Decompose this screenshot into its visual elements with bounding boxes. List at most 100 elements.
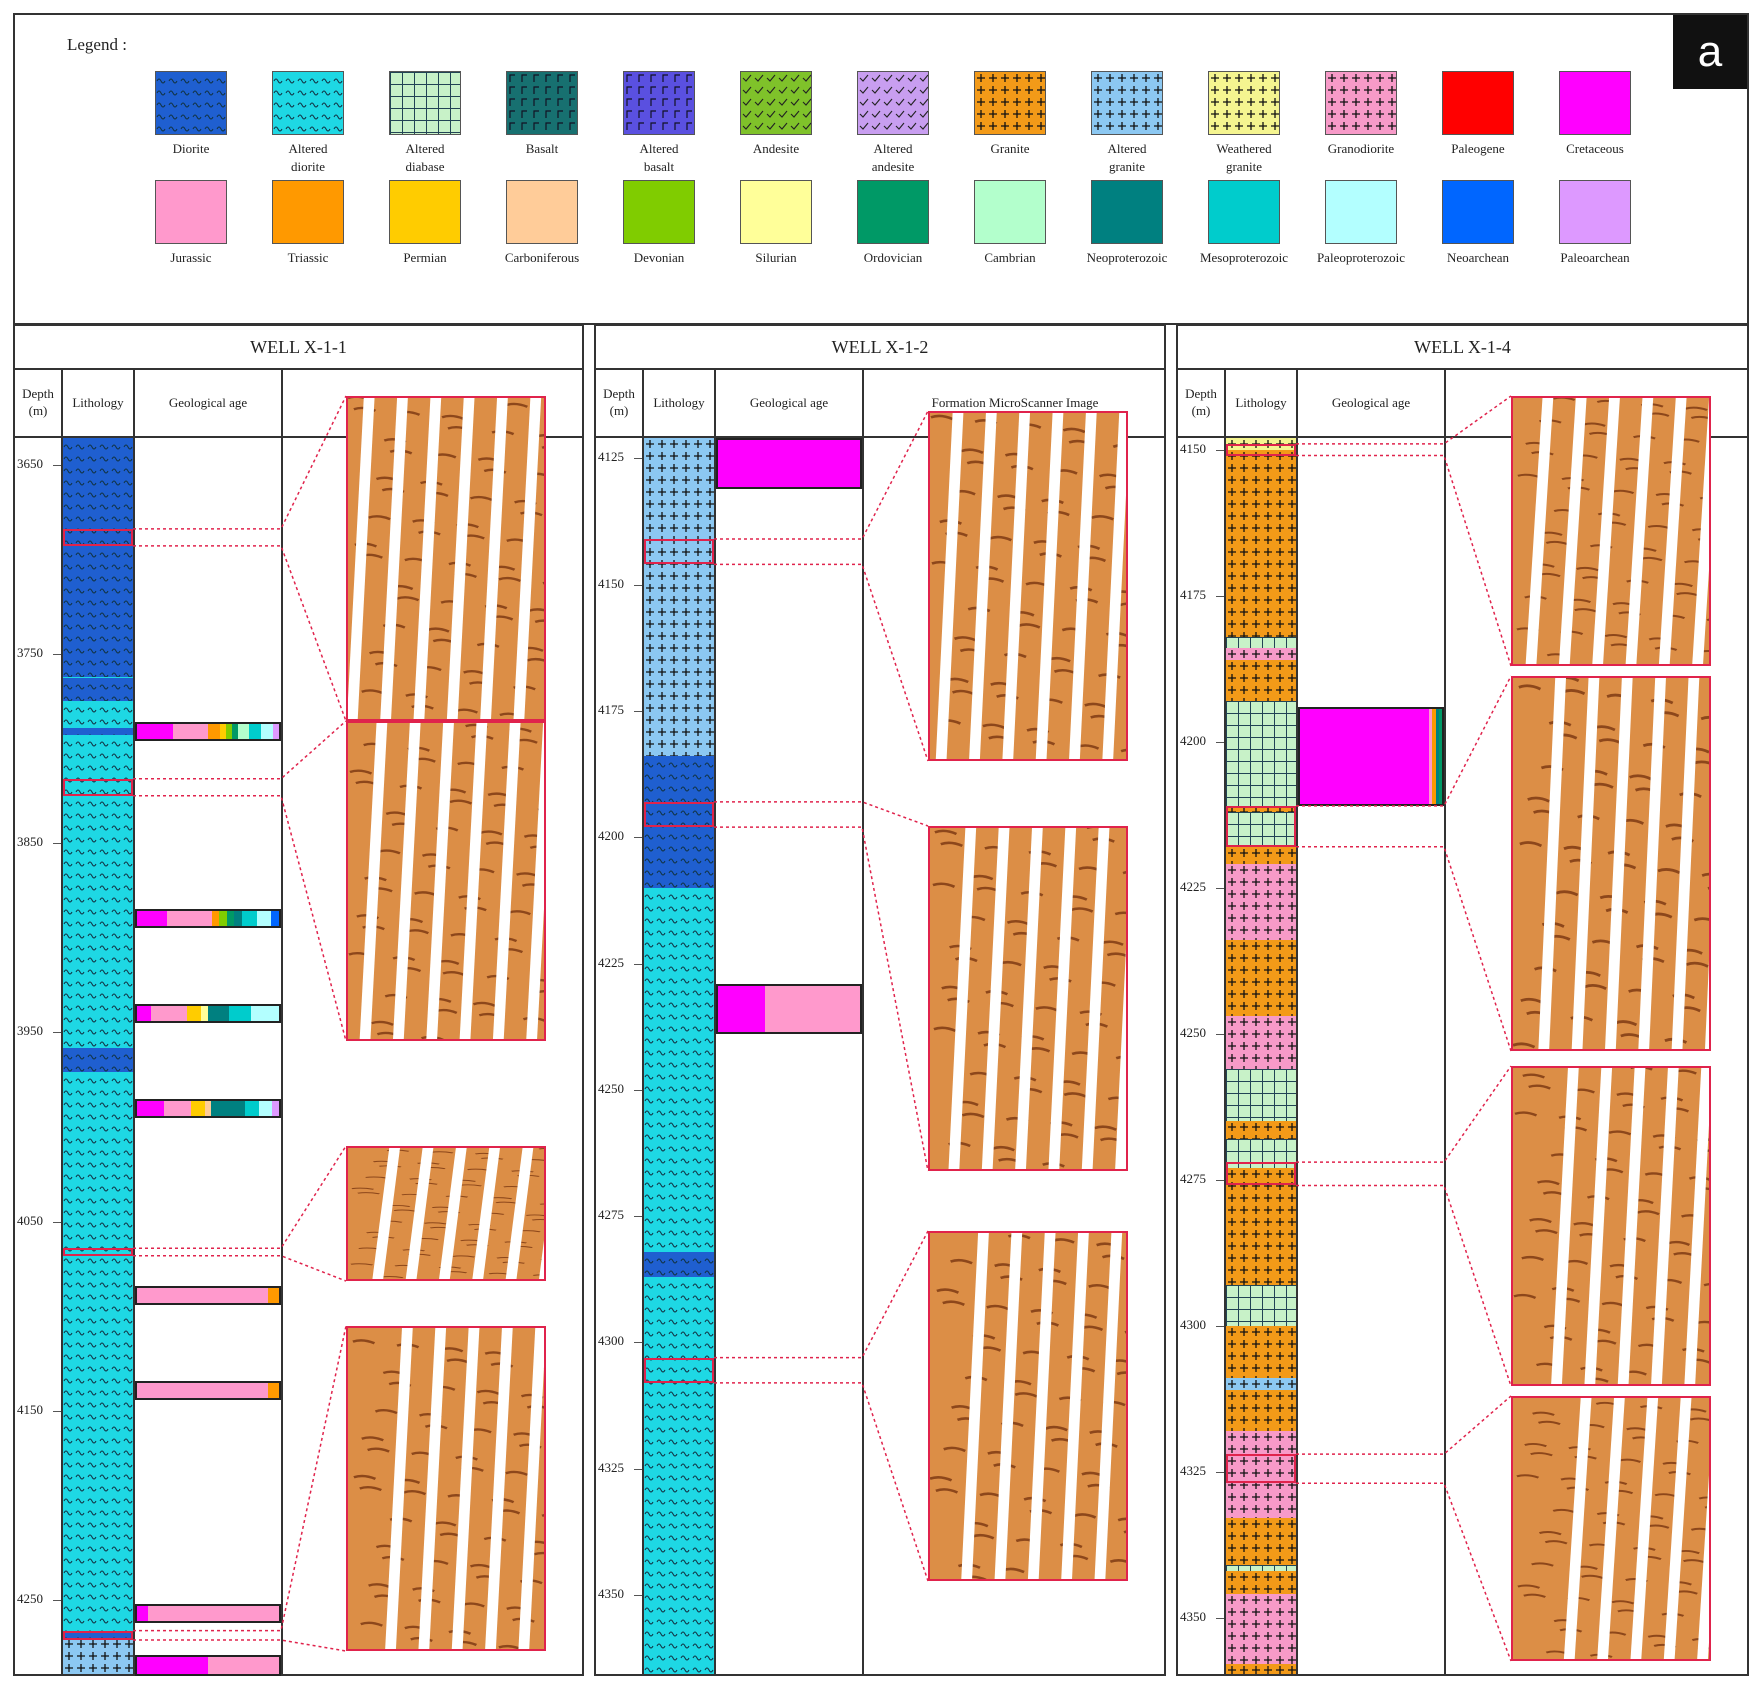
legend-item: Devonian	[601, 180, 717, 267]
age-segment	[191, 1100, 205, 1116]
legend-label: Permian	[403, 250, 447, 265]
legend-swatch	[506, 180, 578, 244]
age-segment	[226, 911, 235, 927]
age-segment	[1438, 708, 1442, 804]
fmi-image	[1511, 1396, 1711, 1661]
age-segment	[229, 1005, 251, 1021]
age-segment	[151, 1005, 187, 1021]
legend-swatch	[1559, 180, 1631, 244]
interval-highlight	[1226, 443, 1296, 456]
depth-tick-label: 4350	[1180, 1608, 1206, 1624]
legend-swatch	[1208, 180, 1280, 244]
well-panel: WELL X-1-1 Depth (m) Lithology Geological a…	[13, 324, 584, 1676]
depth-tick	[1216, 887, 1224, 889]
age-segment	[207, 1005, 230, 1021]
depth-tick-label: 4350	[598, 1586, 624, 1602]
legend-label: Altered granite	[1107, 141, 1147, 174]
lithology-segment	[644, 1251, 714, 1277]
interval-highlight	[63, 1630, 133, 1641]
legend-label: Silurian	[755, 250, 797, 265]
lithology-segment	[1226, 659, 1296, 701]
age-bar	[135, 1380, 281, 1400]
age-bar	[135, 1098, 281, 1118]
fmi-image	[928, 411, 1128, 761]
age-bar	[135, 721, 281, 741]
legend-panel: Legend : a Diorite Altered diorite Altered…	[13, 13, 1749, 325]
depth-tick	[634, 458, 642, 460]
lithology-segment	[644, 1276, 714, 1674]
lithology-segment	[1226, 1016, 1296, 1069]
well-title: WELL X-1-4	[1178, 326, 1747, 370]
legend-swatch	[740, 180, 812, 244]
fmi-image	[1511, 676, 1711, 1051]
depth-tick	[634, 584, 642, 586]
depth-tick-label: 4300	[598, 1333, 624, 1349]
depth-tick	[53, 1410, 61, 1412]
age-segment	[186, 1005, 201, 1021]
lithology-segment	[63, 438, 133, 677]
depth-tick	[53, 1221, 61, 1223]
age-header: Geological age	[716, 368, 864, 438]
legend-item: Cambrian	[952, 180, 1068, 267]
age-segment	[245, 1100, 259, 1116]
legend-item: Neoproterozoic	[1069, 180, 1185, 267]
age-segment	[211, 1100, 246, 1116]
legend-item: Ordovician	[835, 180, 951, 267]
column-divider	[133, 438, 135, 1674]
legend-swatch	[1559, 71, 1631, 135]
lithology-segment	[1226, 1167, 1296, 1285]
legend-swatch	[623, 71, 695, 135]
age-bar	[135, 1655, 281, 1676]
age-segment	[718, 985, 766, 1033]
lithology-segment	[1226, 1378, 1296, 1390]
lithology-segment	[1226, 1570, 1296, 1595]
lithology-segment	[1226, 1518, 1296, 1566]
fmi-image	[928, 1231, 1128, 1581]
legend-item: Paleoarchean	[1537, 180, 1653, 267]
lithology-segment	[1226, 1121, 1296, 1139]
fmi-image	[346, 721, 546, 1041]
lithology-segment	[1226, 1565, 1296, 1571]
depth-tick-label: 4250	[598, 1080, 624, 1096]
age-segment	[256, 911, 272, 927]
age-segment	[208, 723, 220, 739]
depth-tick-label: 4325	[1180, 1462, 1206, 1478]
legend-swatch	[272, 71, 344, 135]
interval-highlight	[63, 1248, 133, 1256]
lithology-segment	[1226, 846, 1296, 865]
depth-tick	[53, 1600, 61, 1602]
lithology-segment	[63, 727, 133, 736]
column-divider	[1296, 438, 1298, 1674]
depth-header: Depth (m)	[1178, 368, 1226, 438]
lithology-segment	[1226, 1664, 1296, 1674]
age-header: Geological age	[1298, 368, 1446, 438]
lithology-segment	[1226, 805, 1296, 812]
legend-item: Altered andesite	[835, 71, 951, 176]
depth-tick-label: 4275	[598, 1207, 624, 1223]
legend-label: Altered basalt	[639, 141, 679, 174]
panel-label: a	[1673, 15, 1747, 89]
legend-item: Granodiorite	[1303, 71, 1419, 158]
lithology-segment	[1226, 648, 1296, 660]
age-segment	[137, 1005, 152, 1021]
legend-label: Triassic	[287, 250, 329, 265]
legend-label: Mesoproterozoic	[1199, 250, 1289, 265]
legend-swatch	[506, 71, 578, 135]
age-segment	[204, 1100, 212, 1116]
age-segment	[200, 1005, 208, 1021]
depth-tick-label: 4225	[1180, 878, 1206, 894]
age-segment	[237, 723, 250, 739]
legend-item: Altered diorite	[250, 71, 366, 176]
age-segment	[147, 1606, 279, 1621]
age-segment	[172, 723, 208, 739]
lithology-segment	[1226, 1068, 1296, 1122]
age-segment	[268, 1382, 279, 1398]
depth-tick-label: 4150	[598, 575, 624, 591]
depth-tick	[1216, 1471, 1224, 1473]
depth-tick	[634, 1216, 642, 1218]
age-segment	[137, 1100, 165, 1116]
depth-tick	[1216, 1179, 1224, 1181]
lithology-segment	[63, 1638, 133, 1674]
depth-header: Depth (m)	[596, 368, 644, 438]
depth-tick-label: 4125	[598, 449, 624, 465]
